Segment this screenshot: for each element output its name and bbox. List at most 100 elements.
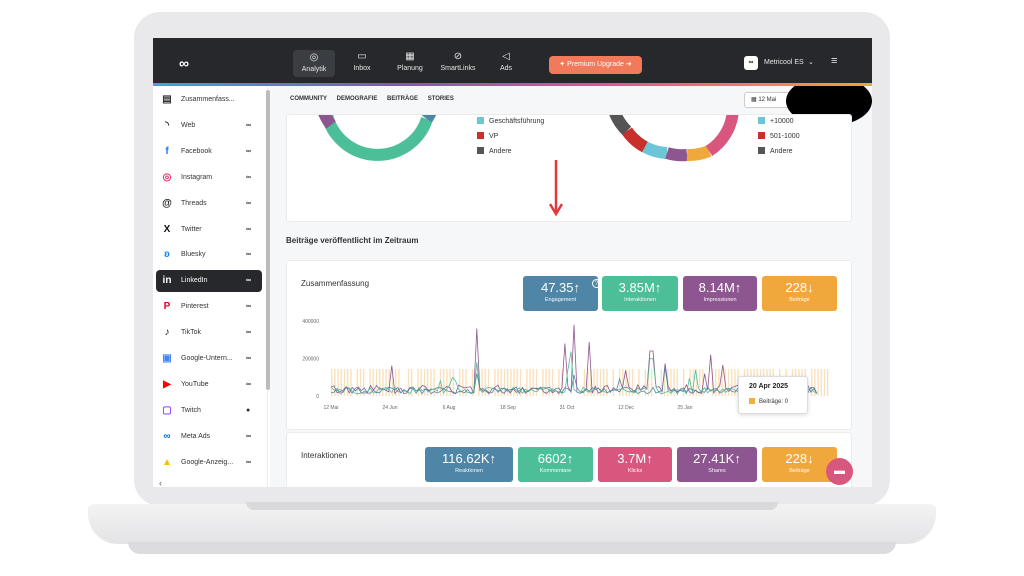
- legend-item: +10000: [758, 117, 794, 125]
- sidebar-item-instagram[interactable]: ◎ Instagram ∞: [156, 167, 262, 189]
- megaphone-icon: ◁: [502, 51, 510, 62]
- app-screen: ∞ ◎ Analytik ▭ Inbox ▦ Planung ⊘ SmartLinks ◁ Ads…: [153, 38, 872, 487]
- posts-bar: [727, 369, 730, 396]
- sidebar-item-label: Google-Anzeig...: [181, 458, 234, 466]
- posts-bar: [423, 369, 426, 396]
- posts-bar: [603, 369, 605, 396]
- sidebar-scrollbar[interactable]: [266, 90, 270, 390]
- metric-label: Impressionen: [703, 297, 737, 303]
- analytics-icon: ◎: [309, 52, 319, 63]
- legend-swatch: [758, 147, 765, 154]
- connection-status-icon: ∞: [246, 251, 251, 259]
- posts-bar: [388, 369, 390, 396]
- posts-bar: [673, 369, 675, 396]
- metric-tile-beiträge[interactable]: 228↓ Beiträge: [762, 447, 837, 482]
- sidebar-item-label: Facebook: [181, 147, 212, 155]
- metric-tile-klicks[interactable]: 3.7M↑ Klicks: [598, 447, 672, 482]
- posts-bar: [379, 369, 381, 396]
- posts-bar: [718, 369, 720, 396]
- chart-tooltip: 20 Apr 2025 Beiträge: 0: [738, 376, 808, 414]
- posts-bar: [593, 369, 595, 396]
- nav-item-label: Ads: [499, 65, 513, 72]
- sidebar-item-facebook[interactable]: f Facebook ∞: [156, 141, 262, 163]
- main-content: COMMUNITY DEMOGRAFIE BEITRÄGE STORIES ▦ …: [270, 86, 872, 487]
- chevron-down-icon[interactable]: ⌄: [808, 59, 814, 66]
- posts-bar: [651, 369, 653, 396]
- sidebar-item-pinterest[interactable]: P Pinterest ∞: [156, 296, 262, 318]
- sidebar-item-bluesky[interactable]: ʚ Bluesky ∞: [156, 244, 262, 266]
- sidebar-item-tiktok[interactable]: ♪ TikTok ∞: [156, 322, 262, 344]
- posts-bar: [811, 369, 813, 396]
- x-tick-label: 6 Aug: [443, 405, 456, 411]
- sidebar-item-web[interactable]: ◝ Web ∞: [156, 115, 262, 137]
- nav-item-smartlinks[interactable]: ⊘ SmartLinks: [437, 51, 479, 72]
- donut-right-arc-3: [642, 141, 668, 159]
- collapse-sidebar-icon[interactable]: ‹: [159, 478, 162, 487]
- posts-bar: [503, 369, 506, 396]
- sidebar-item-meta-ads[interactable]: ∞ Meta Ads ∞: [156, 426, 262, 448]
- bluesky-icon: ʚ: [164, 249, 170, 261]
- x-tick-label: 18 Sep: [500, 405, 516, 411]
- tab-demografie[interactable]: DEMOGRAFIE: [336, 96, 378, 102]
- metric-label: Kommentare: [539, 468, 572, 474]
- premium-upgrade-button[interactable]: ✦ Premium Upgrade ➜: [549, 56, 642, 74]
- tab-community[interactable]: COMMUNITY: [290, 96, 327, 102]
- legend-item: Andere: [477, 147, 512, 155]
- account-avatar[interactable]: ∞: [744, 56, 758, 70]
- tooltip-value: Beiträge: 0: [749, 398, 788, 405]
- sidebar-item-twitch[interactable]: ▢ Twitch ●: [156, 400, 262, 422]
- posts-bar: [817, 369, 819, 396]
- posts-bar: [587, 369, 589, 396]
- sidebar-item-zusammenfass[interactable]: ▤ Zusammenfass...: [156, 89, 262, 111]
- nav-item-label: SmartLinks: [440, 65, 476, 72]
- metric-tile-engagement[interactable]: 47.35↑ Engagement: [523, 276, 598, 311]
- tab-stories[interactable]: STORIES: [427, 96, 454, 102]
- metricool-logo[interactable]: ∞: [179, 55, 189, 71]
- sidebar-item-google-untern[interactable]: ▣ Google-Untern... ∞: [156, 348, 262, 370]
- tab-beitraege[interactable]: BEITRÄGE: [387, 96, 419, 102]
- metric-label: Engagement: [544, 297, 577, 303]
- posts-bar: [369, 369, 371, 396]
- posts-bar: [628, 369, 630, 396]
- sidebar-item-label: YouTube: [181, 380, 209, 388]
- metric-tile-reaktionen[interactable]: 116.62K↑ Reaktionen: [425, 447, 513, 482]
- tooltip-date: 20 Apr 2025: [749, 383, 789, 390]
- posts-bar: [427, 369, 429, 396]
- x-tick-label: 12 Dec: [618, 405, 634, 411]
- help-icon[interactable]: ?: [592, 279, 601, 288]
- posts-bar: [465, 369, 467, 396]
- nav-item-inbox[interactable]: ▭ Inbox: [341, 51, 383, 72]
- hamburger-menu-icon[interactable]: ≡: [831, 55, 838, 67]
- metric-label: Beiträge: [789, 297, 810, 303]
- metric-tile-shares[interactable]: 27.41K↑ Shares: [677, 447, 757, 482]
- twitch-icon: ▢: [162, 404, 172, 416]
- metric-tile-kommentare[interactable]: 6602↑ Kommentare: [518, 447, 593, 482]
- google-business-icon: ▣: [162, 353, 172, 364]
- metric-label: Beiträge: [789, 468, 810, 474]
- sidebar-item-google-anzeig[interactable]: ▲ Google-Anzeig... ∞: [156, 452, 262, 474]
- link-icon: ⊘: [453, 51, 463, 62]
- sidebar-item-label: Instagram: [181, 173, 213, 181]
- x-tick-label: 12 Mai: [323, 405, 338, 411]
- posts-bar: [494, 369, 496, 396]
- posts-bar: [443, 369, 445, 396]
- sidebar-item-youtube[interactable]: ▶ YouTube ∞: [156, 374, 262, 396]
- rss-icon: ◝: [165, 119, 169, 131]
- posts-bar: [827, 369, 829, 396]
- sidebar-item-linkedin[interactable]: in LinkedIn ∞: [156, 270, 262, 293]
- sidebar-item-twitter[interactable]: X Twitter ∞: [156, 219, 262, 241]
- sidebar-item-threads[interactable]: @ Threads ∞: [156, 193, 262, 215]
- nav-item-analytik[interactable]: ◎ Analytik: [293, 50, 335, 77]
- posts-bar: [519, 369, 522, 396]
- posts-bar: [487, 369, 490, 396]
- posts-bar: [596, 369, 598, 396]
- metric-tile-beiträge[interactable]: 228↓ Beiträge: [762, 276, 837, 311]
- nav-item-planung[interactable]: ▦ Planung: [389, 51, 431, 72]
- posts-bar: [391, 369, 394, 396]
- chat-button[interactable]: ▬: [826, 458, 853, 485]
- metric-tile-impressionen[interactable]: 8.14M↑ Impressionen: [683, 276, 757, 311]
- nav-item-ads[interactable]: ◁ Ads: [485, 51, 527, 72]
- metric-value: 3.7M↑: [617, 451, 653, 466]
- metric-tile-interaktionen[interactable]: 3.85M↑ Interaktionen: [602, 276, 678, 311]
- account-name[interactable]: Metricool ES: [764, 59, 804, 66]
